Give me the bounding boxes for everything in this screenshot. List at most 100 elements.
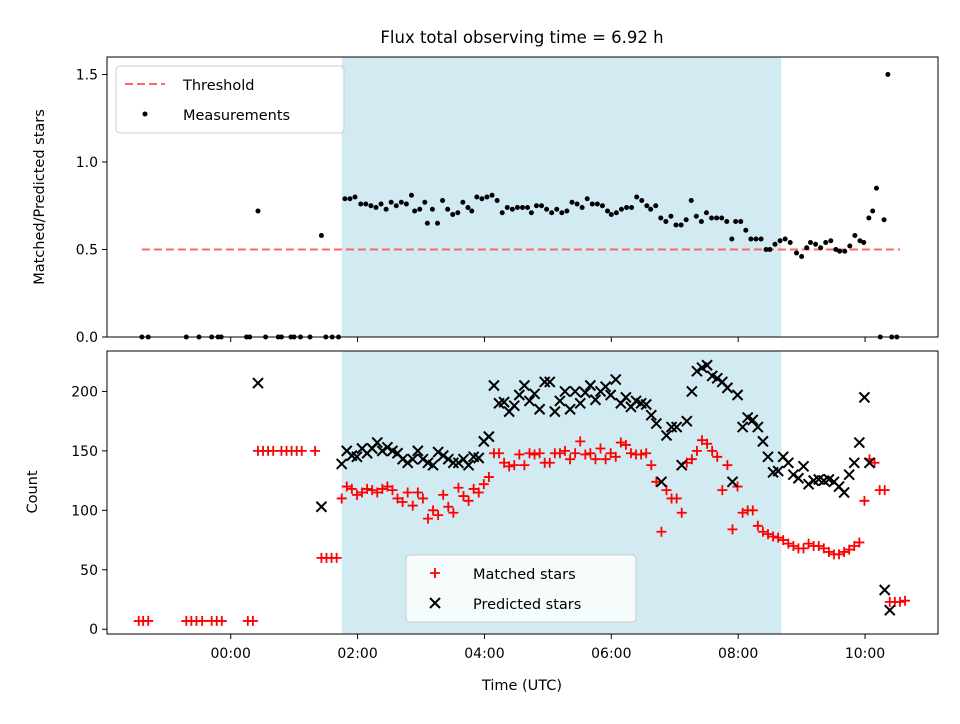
- measurement-point: [758, 236, 764, 242]
- matched-stars-point: [707, 445, 718, 456]
- matched-stars-point: [620, 439, 631, 450]
- measurement-point: [352, 194, 358, 200]
- measurement-point: [445, 206, 451, 212]
- measurement-point: [644, 203, 650, 209]
- measurement-point: [763, 247, 769, 252]
- matched-stars-point: [494, 448, 505, 459]
- y-tick-label: 50: [80, 563, 98, 579]
- predicted-stars-point: [432, 446, 444, 458]
- predicted-stars-point: [554, 395, 566, 407]
- measurement-point: [594, 201, 600, 207]
- matched-stars-point: [727, 524, 738, 535]
- matched-stars-point: [438, 489, 449, 500]
- predicted-stars-point: [670, 421, 683, 433]
- predicted-stars-point: [879, 584, 891, 596]
- x-tick-label: 08:00: [718, 646, 758, 662]
- measurement-point: [733, 219, 739, 224]
- measurement-point: [554, 206, 560, 212]
- matched-stars-point: [656, 526, 667, 537]
- measurement-point: [403, 201, 409, 207]
- y-tick-label: 0.0: [76, 330, 98, 346]
- matched-stars-point: [412, 487, 423, 498]
- matched-stars-point: [813, 541, 824, 552]
- measurement-point: [484, 194, 490, 200]
- measurement-point: [618, 206, 624, 212]
- matched-stars-point: [854, 537, 865, 548]
- predicted-stars-point: [513, 389, 526, 401]
- matched-stars-point: [798, 543, 809, 554]
- predicted-stars-point: [640, 398, 652, 411]
- matched-stars-point: [844, 544, 855, 555]
- legend-predicted-label: Predicted stars: [473, 597, 581, 613]
- predicted-stars-point: [544, 376, 556, 388]
- measurement-point: [624, 205, 630, 210]
- measurement-point: [499, 210, 505, 216]
- measurement-point: [528, 210, 534, 216]
- measurement-point: [589, 201, 595, 207]
- bottom-axes-frame: [106, 350, 939, 635]
- predicted-stars-point: [488, 379, 500, 392]
- matched-stars-point: [778, 535, 789, 546]
- chart-title: Flux total observing time = 6.92 h: [380, 28, 663, 47]
- measurement-point: [584, 196, 590, 202]
- measurement-point: [873, 185, 879, 191]
- predicted-stars-point: [452, 457, 465, 469]
- predicted-stars-point: [351, 451, 363, 463]
- matched-stars-point: [869, 457, 880, 468]
- predicted-stars-point: [711, 372, 723, 385]
- matched-stars-point: [752, 520, 763, 531]
- predicted-stars-point: [417, 453, 429, 465]
- matched-stars-point: [534, 448, 545, 459]
- predicted-stars-point: [473, 452, 485, 464]
- measurement-point: [818, 245, 824, 251]
- matched-stars-point: [717, 485, 728, 496]
- matched-stars-point: [762, 529, 773, 540]
- measurement-point: [777, 238, 783, 244]
- matched-stars-point: [499, 457, 510, 468]
- predicted-stars-point: [792, 472, 805, 484]
- x-tick-label: 06:00: [591, 646, 631, 662]
- measurement-point: [724, 219, 730, 224]
- y-tick-label: 150: [71, 444, 98, 460]
- measurement-point: [881, 217, 887, 223]
- predicted-stars-point: [538, 376, 551, 388]
- predicted-stars-point: [564, 403, 576, 415]
- x-tick-label: 00:00: [211, 646, 251, 662]
- matched-stars-point: [641, 448, 652, 459]
- matched-stars-point: [448, 507, 459, 518]
- matched-stars-point: [143, 615, 154, 626]
- measurement-point: [842, 248, 848, 254]
- predicted-stars-point: [853, 436, 866, 449]
- measurement-point: [605, 208, 611, 214]
- matched-stars-point: [585, 448, 596, 459]
- matched-stars-point: [397, 497, 408, 508]
- matched-stars-point: [712, 451, 723, 462]
- predicted-stars-point: [676, 459, 688, 471]
- measurement-point: [663, 219, 669, 224]
- measurement-point: [693, 213, 699, 219]
- measurement-point: [837, 248, 843, 254]
- measurement-point: [688, 198, 694, 203]
- predicted-stars-point: [518, 379, 531, 392]
- measurement-point: [599, 203, 605, 209]
- measurement-point: [504, 205, 510, 210]
- measurement-point: [787, 240, 793, 245]
- matched-stars-point: [377, 483, 388, 494]
- measurement-point: [714, 215, 720, 221]
- predicted-stars-point: [848, 457, 860, 469]
- matched-stars-point: [615, 437, 626, 448]
- matched-stars-point: [636, 449, 647, 460]
- predicted-stars-point: [655, 476, 668, 488]
- bottom-legend: Matched stars Predicted stars: [405, 554, 637, 623]
- matched-stars-point: [331, 552, 342, 563]
- predicted-stars-point: [747, 414, 759, 426]
- measurement-point: [469, 208, 475, 214]
- predicted-stars-point: [797, 460, 810, 473]
- predicted-stars-point: [802, 478, 815, 490]
- matched-stars-point: [625, 448, 636, 459]
- measurement-point: [847, 243, 853, 249]
- measurement-point: [678, 222, 684, 228]
- legend-predicted-swatch: [429, 597, 441, 609]
- matched-stars-point: [676, 507, 687, 518]
- measurement-point: [813, 241, 819, 247]
